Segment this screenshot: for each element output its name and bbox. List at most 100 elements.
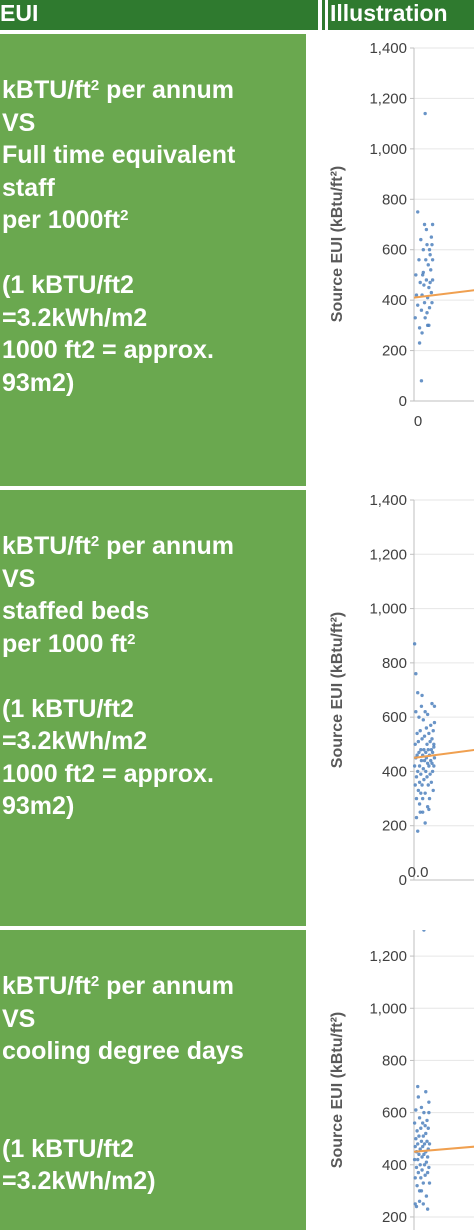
- data-point: [420, 273, 425, 277]
- x-tick-label: 0: [414, 413, 422, 430]
- data-point: [425, 1170, 430, 1175]
- data-point: [425, 742, 429, 746]
- trend-line: [413, 289, 474, 299]
- data-point: [430, 750, 435, 755]
- y-tick-label: 800: [382, 1052, 407, 1069]
- data-point: [414, 815, 419, 820]
- header-illustration: Illustration: [325, 0, 474, 30]
- data-point: [429, 780, 434, 784]
- data-point: [423, 111, 427, 116]
- data-point: [430, 278, 435, 282]
- y-tick-label: 1,000: [369, 601, 407, 618]
- y-tick-label: 200: [382, 818, 407, 835]
- data-point: [422, 930, 426, 932]
- data-point: [414, 672, 418, 676]
- eui-cell-text: kBTU/ft2 per annum VS staffed beds per 1000…: [2, 530, 234, 823]
- data-point: [427, 1165, 431, 1170]
- eui-text-line: staffed beds: [2, 597, 150, 625]
- data-point: [412, 1157, 417, 1162]
- y-tick-label: 1,000: [369, 141, 407, 158]
- eui-text-line: kBTU/ft2 per annum: [2, 532, 234, 560]
- data-point: [425, 761, 430, 765]
- data-point: [414, 775, 419, 779]
- data-point: [425, 242, 429, 247]
- header-divider: [318, 0, 322, 30]
- data-point: [423, 791, 427, 795]
- data-point: [413, 783, 417, 787]
- data-point: [417, 341, 422, 345]
- data-point: [429, 758, 433, 763]
- data-point: [420, 693, 424, 698]
- data-point: [422, 1142, 427, 1146]
- data-point: [417, 258, 421, 262]
- data-point: [419, 1176, 423, 1180]
- data-point: [425, 1155, 430, 1159]
- eui-text-line: per 1000ft2: [2, 206, 129, 234]
- data-point: [430, 242, 434, 247]
- eui-text-line: =3.2kWh/m2: [2, 303, 148, 332]
- eui-text-line: 93m2): [2, 368, 75, 397]
- table-header: EUI Illustration: [0, 0, 474, 30]
- illustration-cell: 200 400 600 800 1,000 1,200 Source EUI (kBtu/f…: [316, 930, 474, 1230]
- eui-text-line: kBTU/ft2 per annum: [2, 972, 234, 1000]
- data-point: [412, 1121, 417, 1125]
- data-point: [419, 308, 424, 312]
- data-point: [429, 235, 434, 239]
- y-tick-label: 1,400: [369, 492, 407, 509]
- data-point: [427, 731, 431, 736]
- eui-text-line: 93m2): [2, 792, 75, 820]
- data-point: [423, 1123, 427, 1128]
- data-point: [416, 1170, 421, 1175]
- y-tick-label: 200: [382, 343, 407, 360]
- y-tick-label: 0: [399, 393, 407, 410]
- data-point: [423, 316, 427, 320]
- data-point: [424, 750, 428, 755]
- data-point: [414, 1136, 418, 1141]
- data-point: [419, 748, 423, 752]
- data-point: [416, 691, 420, 695]
- data-point: [422, 1163, 427, 1167]
- y-axis-label: Source EUI (kBtu/ft²): [329, 166, 346, 322]
- data-point: [427, 323, 431, 328]
- y-tick-label: 1,000: [369, 1000, 407, 1017]
- data-point: [418, 1147, 422, 1151]
- data-point: [427, 764, 431, 768]
- data-point: [414, 796, 419, 801]
- eui-cell-text: kBTU/ft2 per annum VS cooling degree days (…: [2, 970, 244, 1198]
- data-point: [429, 290, 434, 295]
- x-tick-label: 0.0: [408, 864, 429, 881]
- y-tick-label: 400: [382, 1157, 407, 1174]
- data-point: [419, 1126, 423, 1130]
- data-point: [420, 783, 424, 787]
- data-point: [429, 268, 433, 272]
- data-point: [416, 1084, 420, 1089]
- data-point: [427, 285, 431, 290]
- data-point: [423, 710, 427, 714]
- y-axis-label: Source EUI (kBtu/ft²): [329, 1012, 346, 1168]
- data-point: [424, 227, 429, 232]
- data-point: [427, 796, 432, 801]
- data-point: [416, 769, 420, 774]
- data-point: [425, 775, 429, 779]
- data-point: [420, 1144, 425, 1149]
- data-point: [417, 1199, 422, 1204]
- data-point: [413, 316, 417, 320]
- data-point: [429, 723, 433, 727]
- data-point: [419, 237, 423, 242]
- data-point: [418, 810, 422, 814]
- y-tick-label: 600: [382, 709, 407, 726]
- data-point: [425, 1139, 429, 1144]
- y-tick-label: 400: [382, 292, 407, 309]
- data-point: [418, 280, 422, 285]
- data-point: [431, 729, 435, 733]
- data-point: [428, 280, 432, 285]
- data-point: [431, 788, 435, 793]
- data-point: [427, 1181, 432, 1185]
- data-point: [421, 1202, 425, 1206]
- data-point: [419, 1139, 424, 1144]
- data-point: [416, 210, 420, 214]
- data-point: [424, 1131, 428, 1136]
- y-tick-label: 1,200: [369, 546, 407, 563]
- y-tick-label: 0: [399, 872, 407, 889]
- y-tick-label: 600: [382, 242, 407, 259]
